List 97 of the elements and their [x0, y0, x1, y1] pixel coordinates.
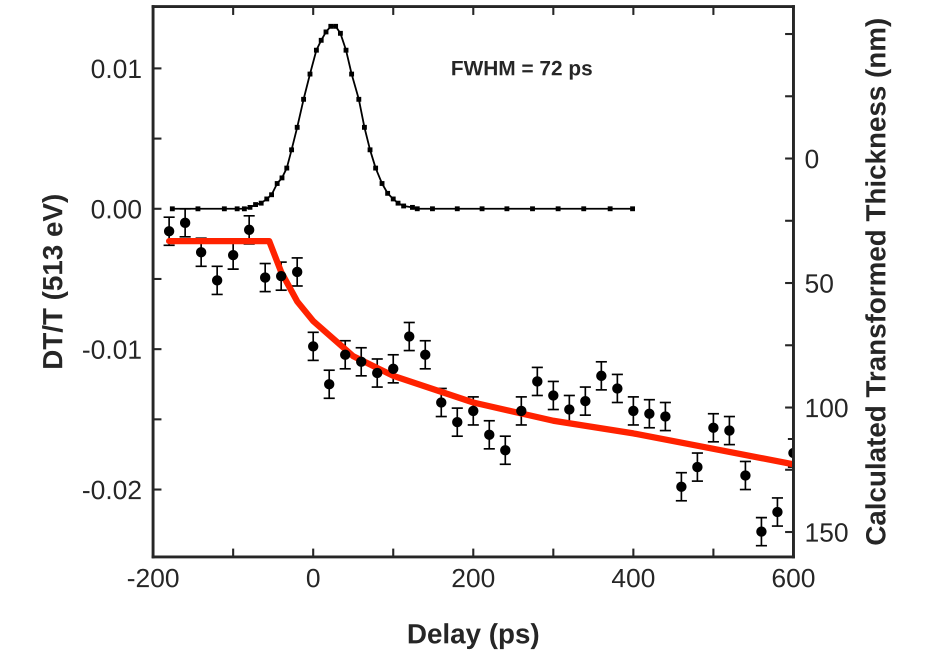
point	[314, 48, 319, 53]
point	[390, 196, 396, 202]
y-tick-label: -0.02	[83, 480, 141, 500]
annotation: FWHM = 72 ps	[452, 60, 592, 80]
point	[344, 48, 348, 53]
point	[396, 200, 400, 206]
point	[170, 206, 175, 212]
y-tick-label: 0.00	[92, 200, 141, 219]
point	[340, 350, 350, 360]
point	[504, 206, 510, 212]
point	[452, 417, 462, 428]
y-tick-label: -0.01	[83, 340, 141, 359]
point	[480, 206, 485, 212]
point	[356, 96, 362, 102]
point	[756, 526, 767, 537]
point	[596, 370, 606, 381]
y-axis-title: DT/T (513 eV)	[42, 195, 68, 368]
point	[260, 272, 270, 283]
point	[289, 147, 294, 152]
y2-tick-label: 150	[806, 523, 848, 542]
point	[628, 406, 639, 416]
point	[410, 204, 415, 210]
point	[308, 341, 318, 352]
point	[740, 470, 751, 481]
point	[244, 224, 254, 235]
point	[292, 266, 302, 278]
point	[264, 196, 270, 202]
point	[234, 206, 240, 212]
x-axis-title: Delay (ps)	[408, 623, 538, 650]
point	[253, 202, 258, 207]
point	[180, 218, 190, 228]
point	[644, 408, 655, 419]
point	[318, 38, 324, 43]
point	[708, 422, 719, 433]
point	[388, 364, 398, 374]
point	[338, 30, 343, 36]
point	[308, 72, 312, 76]
y2-axis-title: Calculated Transformed Thickness (nm)	[865, 19, 892, 545]
point	[228, 250, 238, 260]
point	[500, 445, 510, 456]
point	[724, 425, 735, 436]
point	[401, 204, 406, 208]
point	[630, 206, 635, 212]
point	[349, 72, 354, 76]
point	[420, 350, 430, 360]
x-tick-label: -200	[128, 568, 178, 588]
point	[242, 206, 247, 212]
point	[385, 190, 390, 196]
x-tick-label: 200	[452, 568, 494, 588]
x-tick-label: 400	[612, 568, 654, 588]
point	[284, 166, 290, 170]
point	[548, 390, 558, 401]
point	[196, 206, 200, 212]
point	[294, 124, 300, 130]
point	[580, 396, 590, 406]
point	[196, 247, 206, 258]
point	[468, 406, 478, 416]
point	[258, 200, 264, 206]
y-tick-label: 0.01	[92, 60, 141, 78]
point	[164, 226, 174, 236]
point	[372, 368, 382, 378]
y2-tick-label: 100	[806, 398, 848, 418]
x-tick-label: 0	[306, 568, 320, 588]
point	[676, 482, 687, 492]
point	[530, 206, 535, 212]
point	[269, 192, 274, 198]
point	[368, 147, 372, 152]
point	[362, 124, 367, 130]
point	[564, 404, 574, 415]
point	[772, 506, 783, 518]
point	[324, 29, 328, 34]
point	[612, 383, 622, 394]
point	[248, 204, 252, 210]
point	[660, 411, 671, 422]
point	[212, 275, 222, 286]
point	[356, 356, 366, 367]
point	[324, 379, 334, 390]
point	[274, 181, 280, 186]
point	[556, 206, 561, 212]
point	[333, 24, 338, 29]
point	[222, 206, 227, 212]
point	[404, 331, 414, 342]
y2-tick-label: 50	[806, 274, 833, 293]
point	[692, 462, 703, 472]
point	[484, 430, 494, 440]
point	[276, 271, 286, 282]
point	[532, 376, 542, 387]
point	[280, 175, 284, 180]
point	[373, 166, 378, 170]
x-tick-label: 600	[772, 568, 814, 588]
point	[380, 181, 384, 186]
point	[516, 406, 526, 416]
point	[430, 206, 435, 212]
y2-tick-label: 0	[806, 150, 818, 168]
point	[608, 206, 613, 212]
point	[301, 96, 306, 102]
point	[436, 397, 446, 408]
